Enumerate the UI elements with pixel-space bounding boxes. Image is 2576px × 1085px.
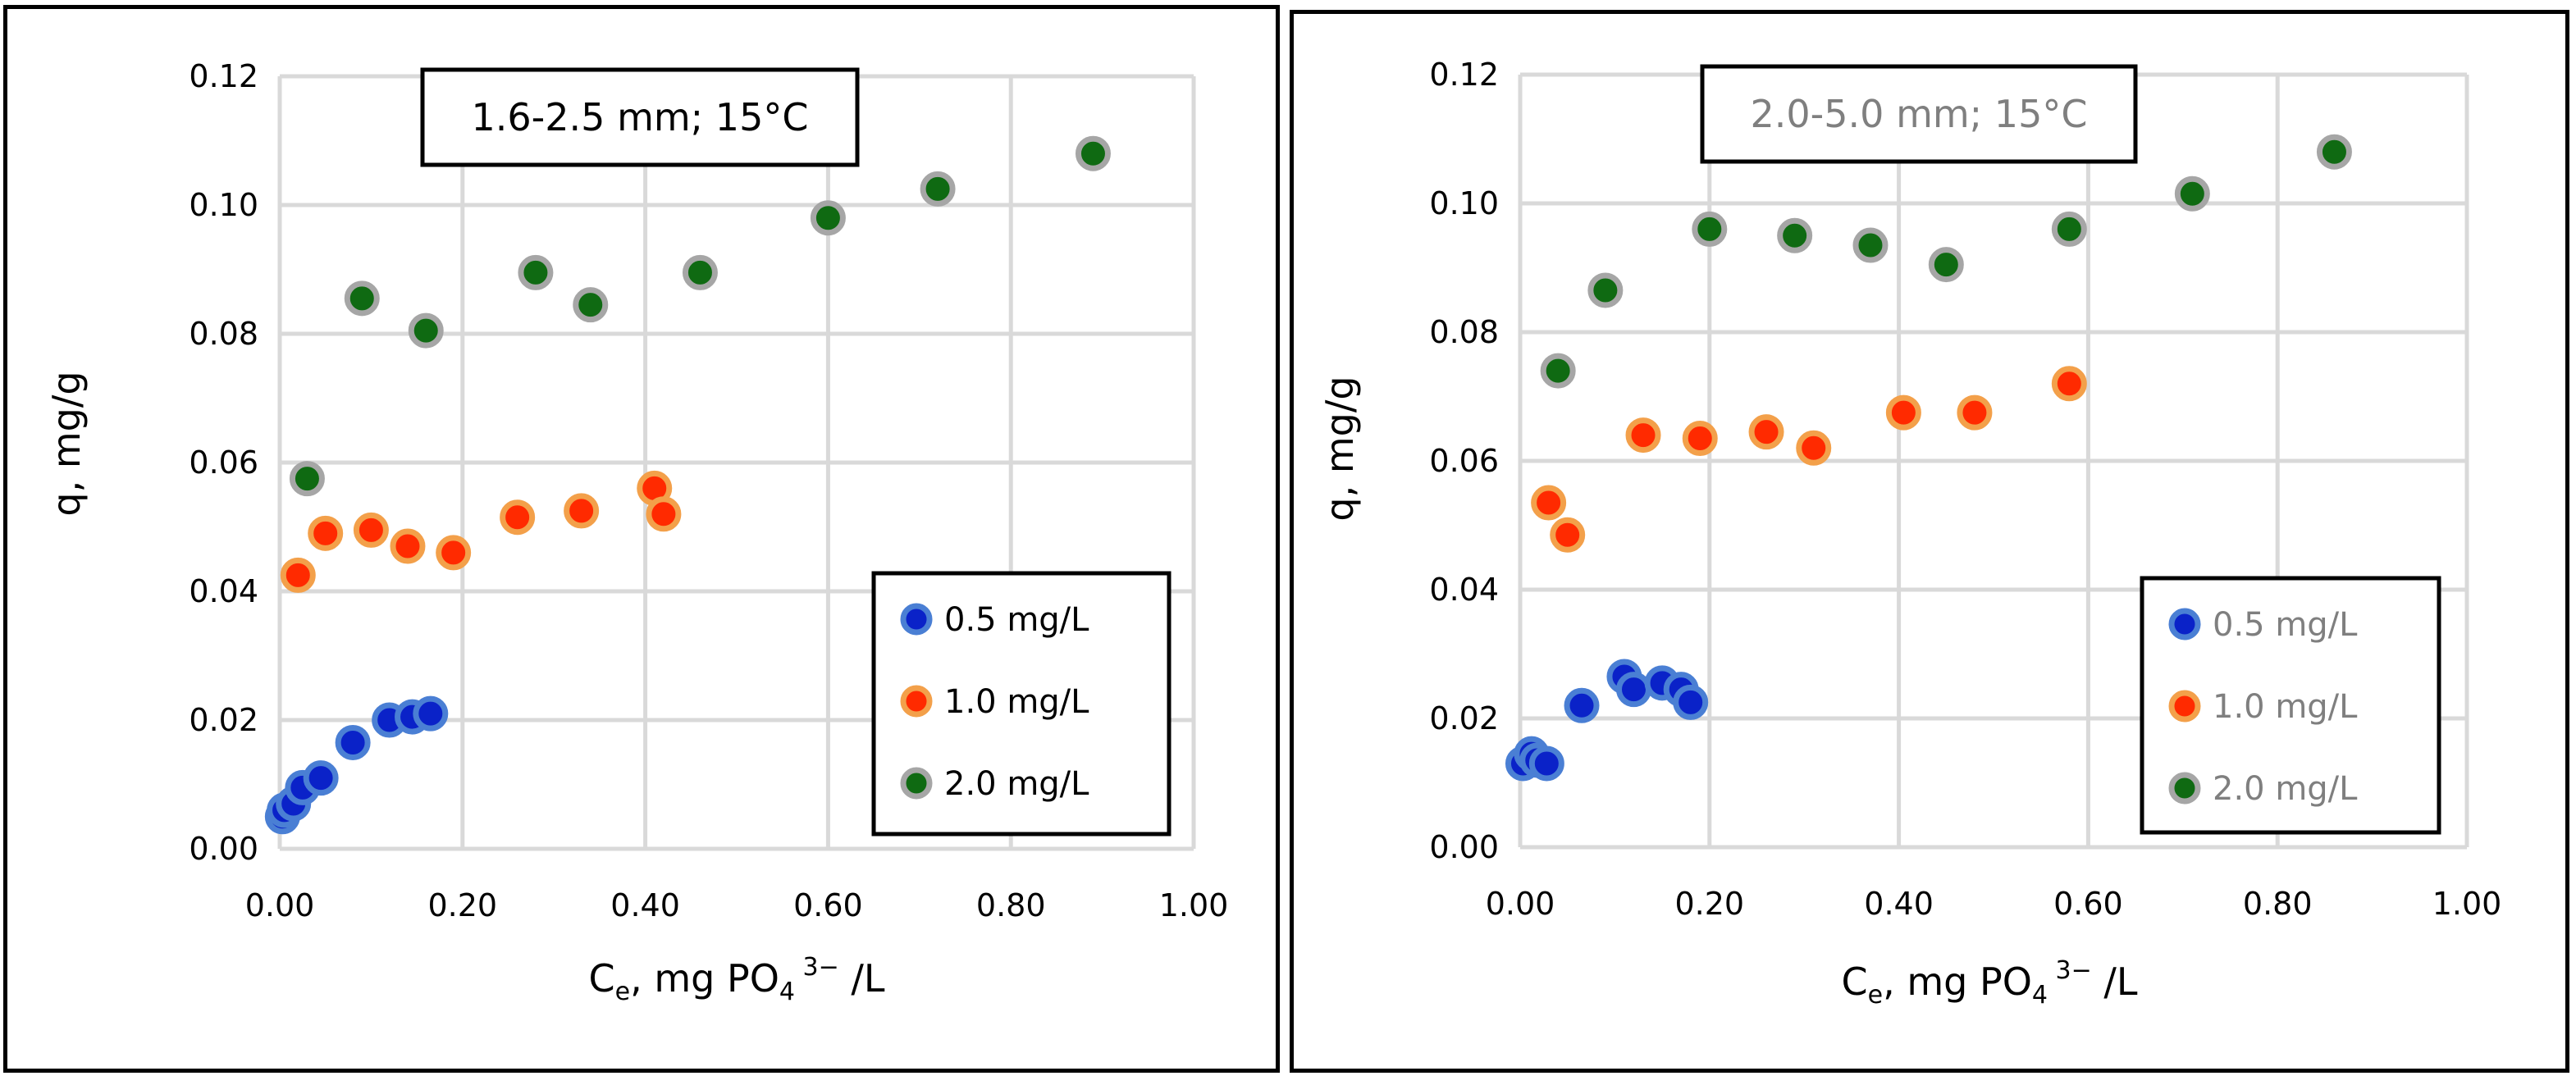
right-y-tick-label: 0.02	[1429, 700, 1499, 736]
right-point-2-0-mg-l	[2174, 176, 2210, 212]
right-legend-marker	[2168, 690, 2201, 723]
right-point-2-0-mg-l	[2051, 211, 2087, 247]
right-y-tick-label: 0.08	[1429, 314, 1499, 350]
right-legend-label: 1.0 mg/L	[2213, 688, 2358, 726]
left-legend-marker	[900, 603, 933, 636]
left-point-2-0-mg-l	[1075, 135, 1111, 171]
right-point-0-5-mg-l	[1673, 684, 1709, 720]
left-point-2-0-mg-l	[289, 461, 325, 497]
right-point-1-0-mg-l	[1625, 417, 1661, 454]
left-point-2-0-mg-l	[408, 312, 444, 349]
left-y-tick-label: 0.02	[189, 702, 258, 738]
left-point-0-5-mg-l	[335, 724, 371, 760]
left-point-2-0-mg-l	[920, 171, 956, 207]
right-legend-marker	[2168, 772, 2201, 805]
chart-panel-right: 0.00 0.02 0.04 0.06 0.08 0.10 0.12 0.00 0.20 0.40…	[1290, 10, 2569, 1073]
right-point-1-0-mg-l	[1796, 430, 1832, 466]
right-x-tick-label: 0.00	[1486, 886, 1555, 922]
left-point-1-0-mg-l	[353, 512, 389, 548]
right-point-2-0-mg-l	[1852, 227, 1889, 263]
right-point-2-0-mg-l	[1777, 217, 1813, 253]
right-point-2-0-mg-l	[1587, 272, 1624, 308]
left-point-1-0-mg-l	[564, 493, 600, 529]
right-point-2-0-mg-l	[1692, 211, 1728, 247]
right-legend-marker	[2168, 608, 2201, 641]
chart-panel-left: 0.00 0.02 0.04 0.06 0.08 0.10 0.12 0.00 0.20 0.40…	[3, 5, 1280, 1073]
left-x-axis-title: Ce, mg PO4 3− /L	[588, 953, 884, 1006]
right-x-tick-label: 1.00	[2432, 886, 2502, 922]
left-x-tick-label: 0.00	[245, 887, 315, 923]
left-legend-marker	[900, 685, 933, 718]
left-y-tick-label: 0.08	[189, 316, 258, 352]
left-y-axis-title: q, mg/g	[44, 371, 89, 516]
right-point-0-5-mg-l	[1528, 745, 1564, 782]
left-point-2-0-mg-l	[518, 254, 554, 290]
right-legend-label: 2.0 mg/L	[2213, 770, 2358, 808]
right-y-tick-label: 0.10	[1429, 185, 1499, 221]
right-point-1-0-mg-l	[1957, 394, 1993, 431]
left-y-tick-label: 0.12	[189, 58, 258, 94]
left-point-2-0-mg-l	[344, 280, 380, 317]
left-y-tick-label: 0.06	[189, 444, 258, 481]
left-point-1-0-mg-l	[646, 496, 682, 532]
left-x-tick-label: 1.00	[1159, 887, 1229, 923]
left-point-2-0-mg-l	[810, 200, 846, 236]
right-y-tick-label: 0.12	[1429, 57, 1499, 93]
left-title-box	[420, 67, 860, 167]
left-point-0-5-mg-l	[303, 760, 339, 796]
right-point-2-0-mg-l	[2316, 134, 2352, 170]
right-point-2-0-mg-l	[1540, 353, 1576, 389]
right-point-2-0-mg-l	[1928, 247, 1964, 283]
left-chart-title: 1.6-2.5 mm; 15°C	[472, 95, 809, 139]
left-point-1-0-mg-l	[390, 528, 426, 564]
left-y-tick-label: 0.10	[189, 187, 258, 223]
right-y-tick-label: 0.04	[1429, 572, 1499, 608]
left-point-1-0-mg-l	[500, 499, 536, 536]
left-x-tick-label: 0.40	[610, 887, 680, 923]
right-point-1-0-mg-l	[1682, 421, 1718, 457]
left-legend-label: 2.0 mg/L	[944, 765, 1089, 803]
right-y-tick-label: 0.06	[1429, 443, 1499, 479]
left-legend-marker	[900, 767, 933, 800]
right-y-axis-title: q, mg/g	[1318, 376, 1362, 521]
scatter-chart-left: 0.00 0.02 0.04 0.06 0.08 0.10 0.12 0.00 0.20 0.40…	[44, 58, 1229, 1006]
left-point-0-5-mg-l	[413, 695, 449, 732]
right-x-tick-label: 0.20	[1674, 886, 1744, 922]
right-point-1-0-mg-l	[1748, 414, 1784, 450]
right-x-tick-label: 0.40	[1864, 886, 1934, 922]
left-point-2-0-mg-l	[682, 254, 718, 290]
right-title-box	[1700, 64, 2138, 164]
left-legend-label: 1.0 mg/L	[944, 683, 1089, 721]
right-point-1-0-mg-l	[2051, 366, 2087, 402]
right-x-axis-title: Ce, mg PO4 3− /L	[1841, 956, 2137, 1010]
right-y-tick-label: 0.00	[1429, 829, 1499, 865]
left-y-tick-label: 0.04	[189, 573, 258, 609]
scatter-chart-right: 0.00 0.02 0.04 0.06 0.08 0.10 0.12 0.00 0.20 0.40…	[1318, 57, 2502, 1010]
right-point-0-5-mg-l	[1615, 672, 1651, 708]
left-point-1-0-mg-l	[436, 535, 472, 571]
left-point-1-0-mg-l	[280, 557, 316, 593]
right-point-1-0-mg-l	[1885, 394, 1921, 431]
left-y-tick-label: 0.00	[189, 831, 258, 867]
left-point-2-0-mg-l	[573, 287, 609, 323]
right-chart-title: 2.0-5.0 mm; 15°C	[1751, 92, 2088, 136]
right-x-tick-label: 0.80	[2243, 886, 2313, 922]
left-x-tick-label: 0.80	[976, 887, 1046, 923]
right-point-1-0-mg-l	[1550, 517, 1586, 553]
left-x-tick-label: 0.60	[793, 887, 863, 923]
right-point-1-0-mg-l	[1531, 485, 1567, 521]
left-legend-label: 0.5 mg/L	[944, 601, 1089, 639]
right-legend-label: 0.5 mg/L	[2213, 606, 2358, 644]
right-x-tick-label: 0.60	[2053, 886, 2123, 922]
left-x-tick-label: 0.20	[427, 887, 497, 923]
left-point-1-0-mg-l	[308, 515, 344, 551]
right-point-0-5-mg-l	[1564, 687, 1600, 723]
